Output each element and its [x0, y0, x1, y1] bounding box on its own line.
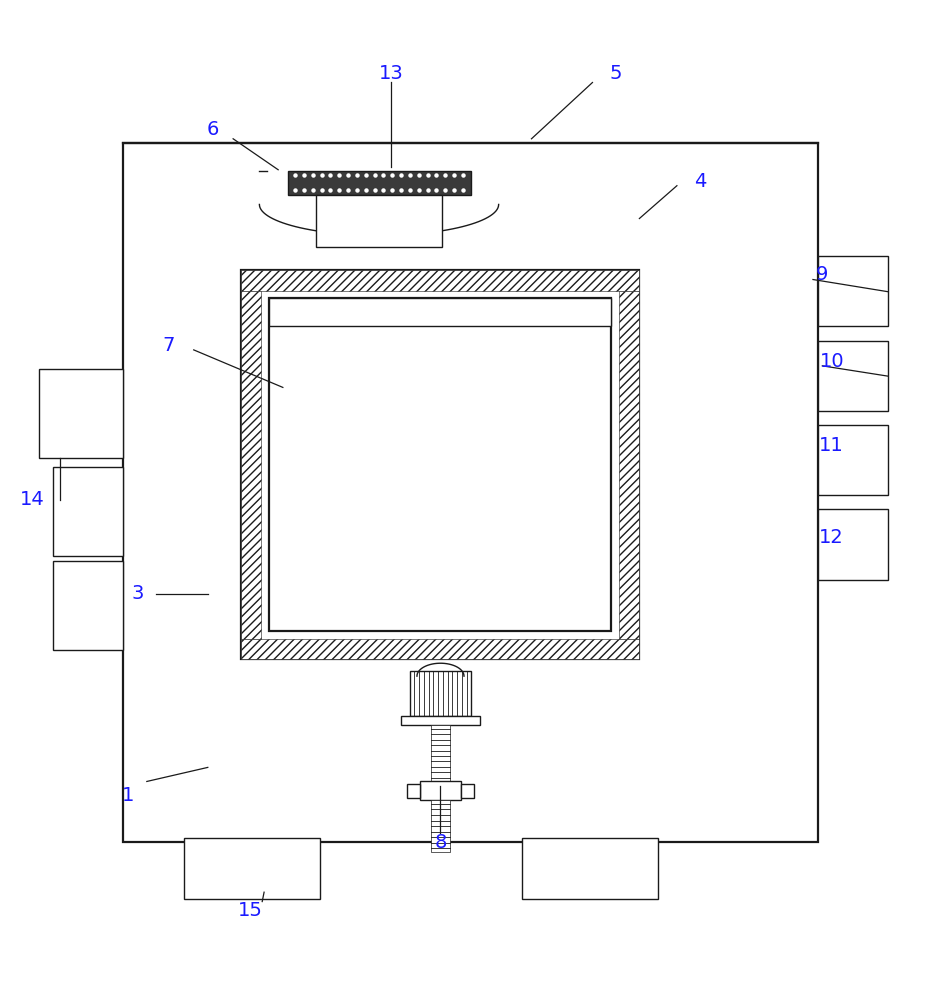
Bar	[241, 270, 639, 291]
Bar	[401, 716, 480, 725]
Bar	[431, 725, 450, 781]
Text: 4: 4	[694, 172, 707, 191]
Text: 9: 9	[816, 265, 828, 284]
Bar	[315, 195, 442, 247]
Text: 13: 13	[378, 64, 403, 83]
Bar	[184, 838, 320, 899]
Bar	[522, 838, 658, 899]
Bar	[241, 291, 262, 639]
Bar	[461, 784, 474, 798]
Bar	[269, 298, 612, 631]
Text: 14: 14	[20, 490, 45, 509]
Bar	[39, 369, 123, 458]
Bar	[269, 298, 612, 326]
Bar	[53, 467, 123, 556]
Bar	[288, 171, 470, 195]
Bar	[420, 781, 461, 800]
Text: 8: 8	[435, 833, 447, 852]
Text: 5: 5	[610, 64, 622, 83]
Text: 3: 3	[131, 584, 144, 603]
Text: 10: 10	[820, 352, 844, 371]
Bar	[241, 639, 639, 659]
Bar	[818, 341, 888, 411]
Bar	[53, 561, 123, 650]
Bar	[431, 800, 450, 852]
Text: 6: 6	[206, 120, 218, 139]
Bar	[409, 671, 471, 716]
Text: 7: 7	[162, 336, 175, 355]
Bar	[818, 256, 888, 326]
Bar	[123, 143, 818, 842]
Bar	[619, 291, 639, 639]
Text: 12: 12	[820, 528, 844, 547]
Text: 1: 1	[122, 786, 135, 805]
Text: 11: 11	[820, 436, 844, 455]
Text: 15: 15	[237, 901, 263, 920]
Bar	[241, 270, 639, 659]
Bar	[818, 425, 888, 495]
Bar	[818, 509, 888, 580]
Bar	[407, 784, 420, 798]
